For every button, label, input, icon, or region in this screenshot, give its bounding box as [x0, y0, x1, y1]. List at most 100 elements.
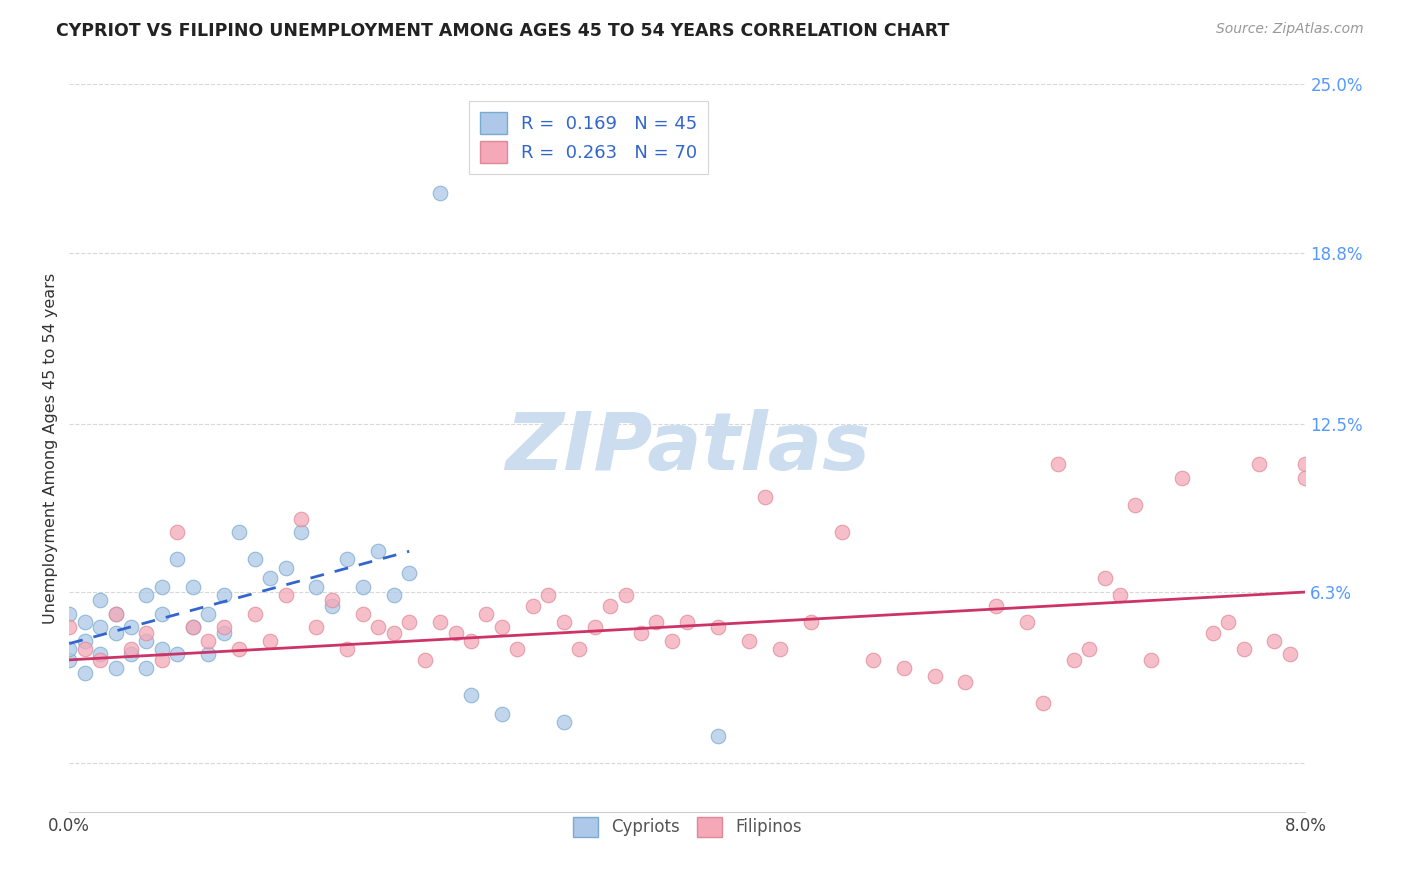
- Point: [166, 552, 188, 566]
- Point: [429, 186, 451, 200]
- Point: [522, 599, 544, 613]
- Point: [1294, 471, 1316, 485]
- Point: [1125, 498, 1147, 512]
- Point: [212, 625, 235, 640]
- Point: [661, 633, 683, 648]
- Point: [181, 620, 204, 634]
- Point: [382, 625, 405, 640]
- Point: [614, 588, 637, 602]
- Point: [382, 588, 405, 602]
- Point: [707, 620, 730, 634]
- Point: [150, 580, 173, 594]
- Point: [1140, 653, 1163, 667]
- Point: [583, 620, 606, 634]
- Point: [924, 669, 946, 683]
- Point: [290, 512, 312, 526]
- Point: [1017, 615, 1039, 629]
- Point: [1032, 696, 1054, 710]
- Point: [1247, 458, 1270, 472]
- Point: [986, 599, 1008, 613]
- Point: [506, 642, 529, 657]
- Point: [475, 607, 498, 621]
- Point: [104, 661, 127, 675]
- Point: [58, 642, 80, 657]
- Point: [1216, 615, 1239, 629]
- Point: [491, 620, 513, 634]
- Point: [274, 560, 297, 574]
- Point: [305, 620, 328, 634]
- Point: [367, 620, 389, 634]
- Point: [1278, 648, 1301, 662]
- Point: [645, 615, 668, 629]
- Point: [1232, 642, 1254, 657]
- Text: ZIPatlas: ZIPatlas: [505, 409, 870, 487]
- Point: [429, 615, 451, 629]
- Point: [290, 525, 312, 540]
- Point: [630, 625, 652, 640]
- Point: [769, 642, 792, 657]
- Point: [259, 571, 281, 585]
- Point: [1294, 458, 1316, 472]
- Point: [259, 633, 281, 648]
- Point: [1171, 471, 1194, 485]
- Point: [1202, 625, 1225, 640]
- Point: [831, 525, 853, 540]
- Point: [305, 580, 328, 594]
- Point: [754, 490, 776, 504]
- Point: [212, 588, 235, 602]
- Point: [135, 633, 157, 648]
- Point: [738, 633, 761, 648]
- Point: [398, 566, 420, 580]
- Point: [89, 620, 111, 634]
- Point: [243, 607, 266, 621]
- Point: [537, 588, 560, 602]
- Point: [135, 661, 157, 675]
- Point: [73, 615, 96, 629]
- Point: [197, 633, 219, 648]
- Point: [862, 653, 884, 667]
- Point: [1094, 571, 1116, 585]
- Point: [181, 620, 204, 634]
- Point: [228, 525, 250, 540]
- Y-axis label: Unemployment Among Ages 45 to 54 years: Unemployment Among Ages 45 to 54 years: [44, 273, 58, 624]
- Point: [1063, 653, 1085, 667]
- Point: [135, 588, 157, 602]
- Point: [1263, 633, 1285, 648]
- Point: [166, 525, 188, 540]
- Point: [599, 599, 621, 613]
- Point: [398, 615, 420, 629]
- Point: [553, 715, 575, 730]
- Point: [460, 633, 482, 648]
- Point: [150, 653, 173, 667]
- Point: [1109, 588, 1132, 602]
- Point: [73, 666, 96, 681]
- Point: [352, 580, 374, 594]
- Point: [58, 607, 80, 621]
- Point: [135, 625, 157, 640]
- Point: [58, 653, 80, 667]
- Point: [367, 544, 389, 558]
- Point: [352, 607, 374, 621]
- Point: [104, 625, 127, 640]
- Point: [955, 674, 977, 689]
- Text: Source: ZipAtlas.com: Source: ZipAtlas.com: [1216, 22, 1364, 37]
- Point: [89, 648, 111, 662]
- Point: [228, 642, 250, 657]
- Point: [197, 648, 219, 662]
- Point: [166, 648, 188, 662]
- Point: [104, 607, 127, 621]
- Point: [212, 620, 235, 634]
- Point: [553, 615, 575, 629]
- Point: [120, 648, 142, 662]
- Point: [274, 588, 297, 602]
- Point: [150, 642, 173, 657]
- Point: [58, 620, 80, 634]
- Point: [336, 642, 359, 657]
- Point: [1047, 458, 1070, 472]
- Point: [1078, 642, 1101, 657]
- Point: [893, 661, 915, 675]
- Point: [181, 580, 204, 594]
- Point: [104, 607, 127, 621]
- Point: [321, 599, 343, 613]
- Point: [73, 633, 96, 648]
